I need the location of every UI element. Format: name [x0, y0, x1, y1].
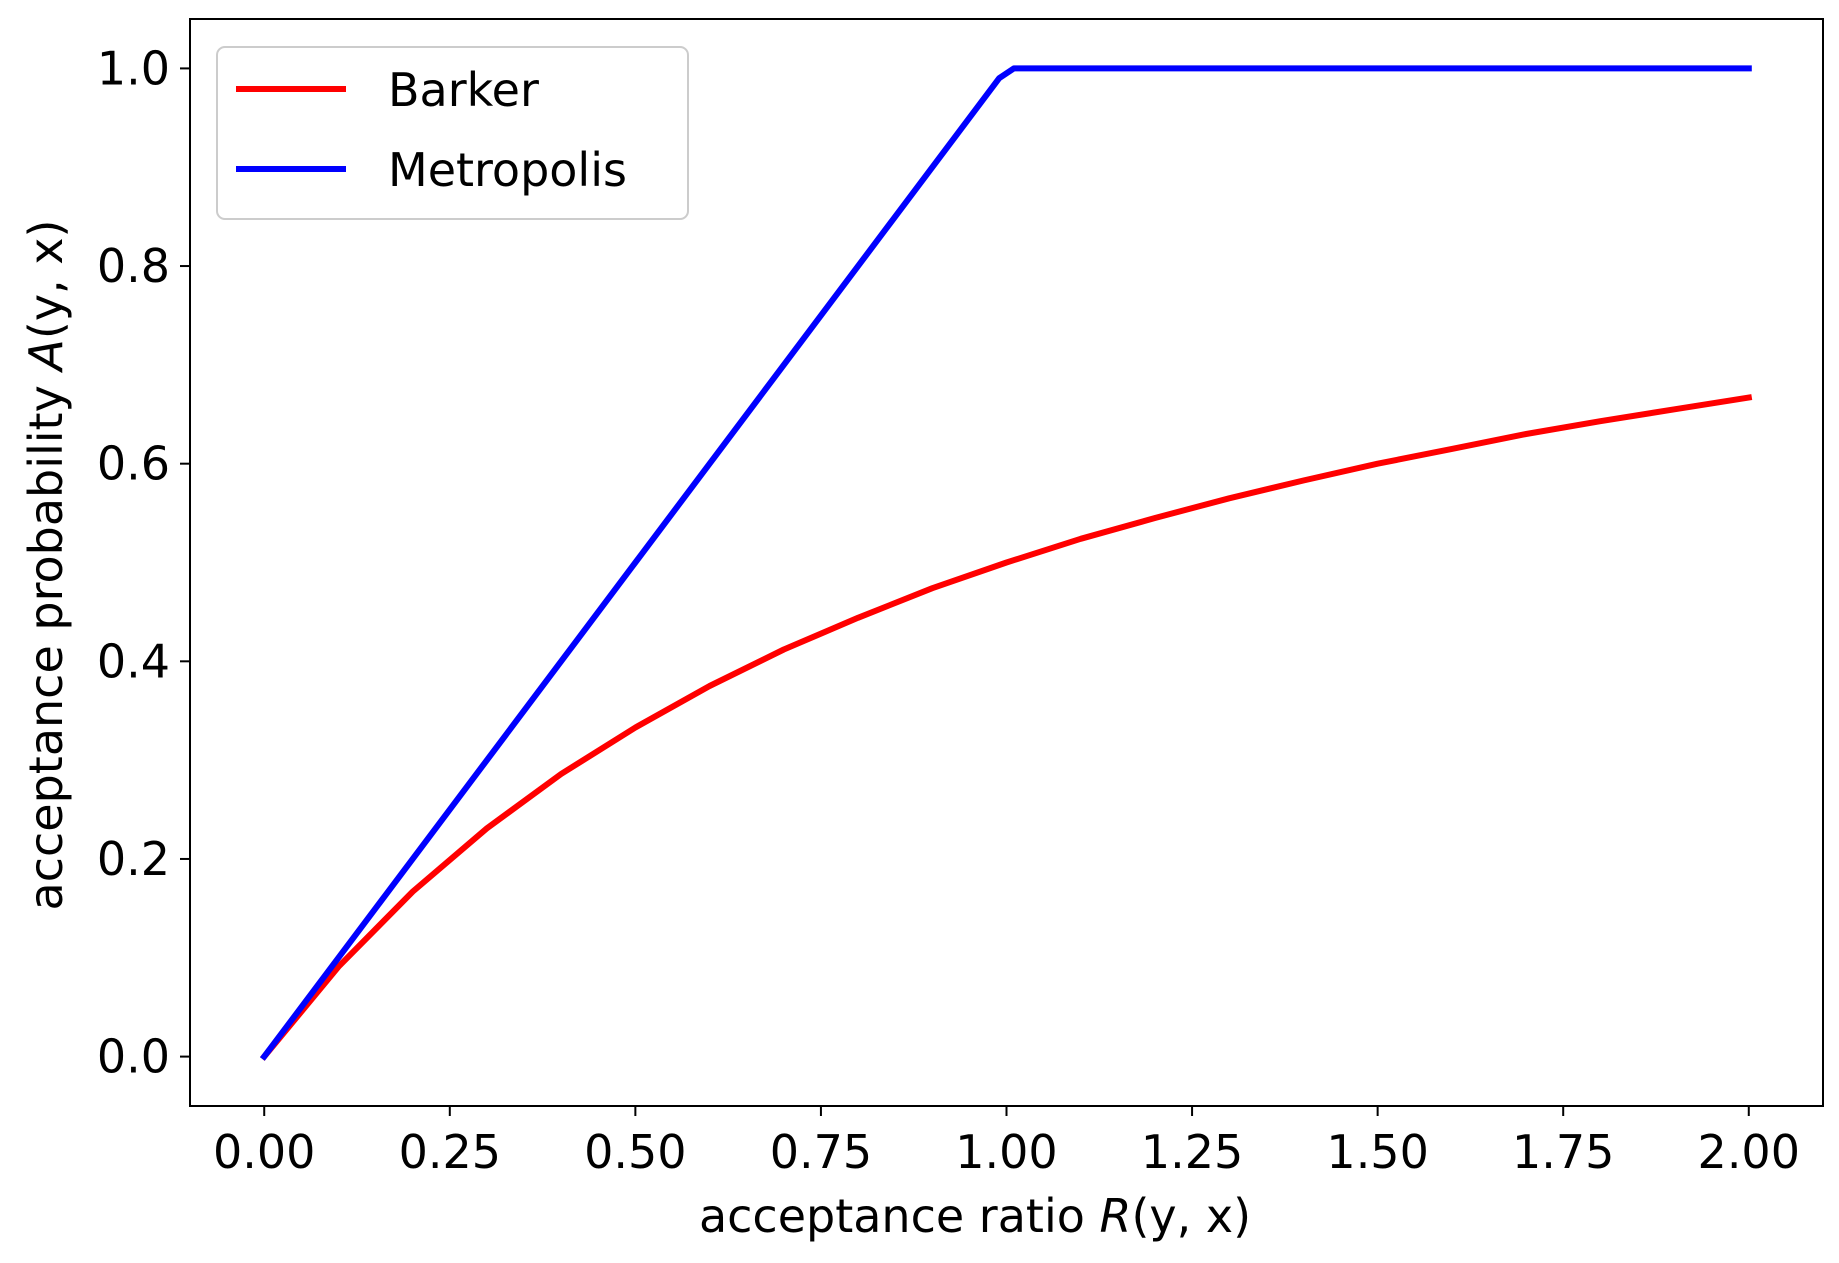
x-tick-label: 0.50	[584, 1125, 686, 1179]
series-line-metropolis	[259, 65, 1752, 1061]
x-tick-label: 1.25	[1141, 1125, 1243, 1179]
y-tick-label: 0.6	[97, 437, 170, 491]
x-tick-label: 1.00	[955, 1125, 1057, 1179]
x-tick-label: 0.25	[399, 1125, 501, 1179]
y-tick-label: 1.0	[97, 41, 170, 95]
y-tick-label: 0.8	[97, 239, 170, 293]
series-line-barker	[259, 394, 1753, 1061]
x-tick-label: 1.75	[1512, 1125, 1614, 1179]
legend-label-barker: Barker	[388, 63, 539, 117]
x-tick-label: 2.00	[1698, 1125, 1800, 1179]
y-axis-ticks: 0.0 0.2 0.4 0.6 0.8 1.0	[97, 41, 190, 1084]
legend: Barker Metropolis	[216, 46, 689, 220]
y-tick-label: 0.0	[97, 1030, 170, 1084]
legend-label-metropolis: Metropolis	[388, 143, 627, 197]
x-tick-label: 0.00	[213, 1125, 315, 1179]
y-tick-label: 0.2	[97, 832, 170, 886]
y-axis-label: acceptance probability A(y, x)	[19, 220, 73, 911]
series-layer	[259, 65, 1753, 1061]
y-tick-label: 0.4	[97, 634, 170, 688]
x-axis-ticks: 0.00 0.25 0.50 0.75 1.00 1.25 1.50 1.75 2.00	[213, 1106, 1800, 1179]
x-tick-label: 1.50	[1326, 1125, 1428, 1179]
x-axis-label: acceptance ratio R(y, x)	[699, 1189, 1251, 1243]
x-tick-label: 0.75	[770, 1125, 872, 1179]
